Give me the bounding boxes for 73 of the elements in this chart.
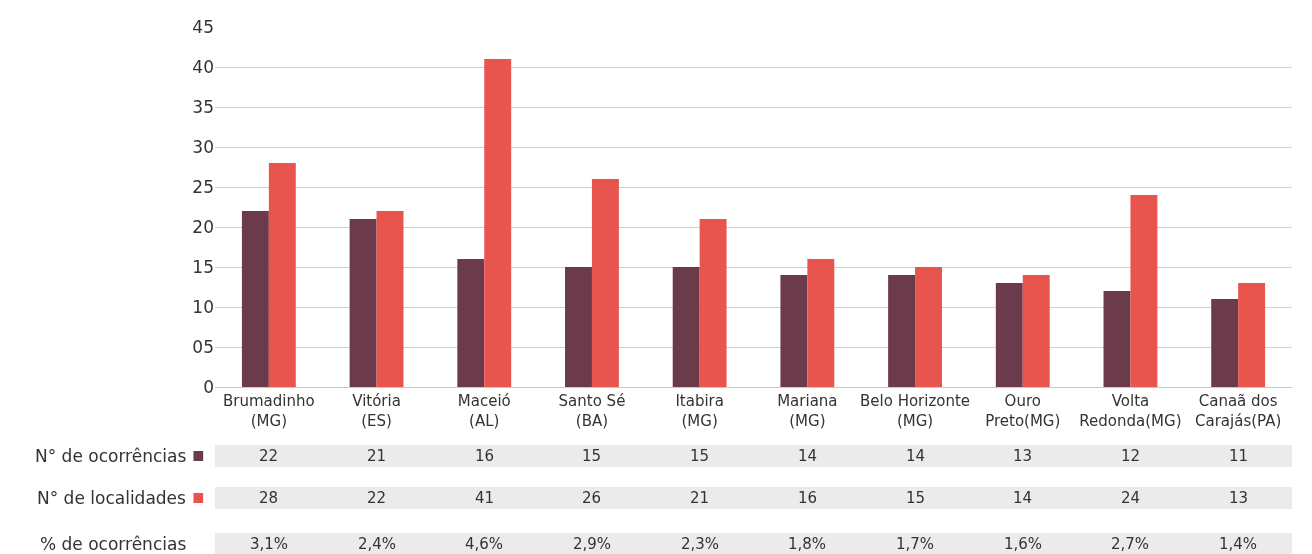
text: 2,3%: [681, 535, 720, 553]
x-tick-label: Itabira (MG): [675, 392, 724, 430]
data-label: 41: [475, 489, 495, 507]
text: 4,6%: [465, 535, 504, 553]
bar: [995, 283, 1023, 387]
data-label: 21: [690, 489, 710, 507]
bar: [565, 267, 592, 387]
data-label: 28: [259, 489, 279, 507]
x-tick-label: Ouro Preto(MG): [985, 392, 1061, 430]
data-label: 14: [798, 447, 818, 465]
x-tick-label: Canaã dos Carajás(PA): [1195, 392, 1282, 430]
data-label: 16: [798, 489, 818, 507]
y-tick-label: 0: [203, 376, 214, 397]
x-tick-label: Brumadinho (MG): [223, 392, 315, 430]
bar: [915, 267, 942, 387]
text: 1,8%: [788, 535, 827, 553]
bar: [1103, 291, 1131, 387]
y-tick-label: 35: [192, 96, 214, 117]
y-tick-label: 05: [192, 336, 214, 357]
data-label: 21: [367, 447, 387, 465]
data-label: 12: [1121, 447, 1141, 465]
data-label: 15: [906, 489, 926, 507]
bar: [699, 219, 727, 387]
legend-label: N° de localidades: [37, 488, 187, 508]
x-tick-label: Maceió (AL): [457, 392, 511, 430]
bar: [888, 275, 916, 387]
text: % de ocorrências: [40, 534, 187, 554]
text: 1,4%: [1219, 535, 1258, 553]
data-label: 26: [582, 489, 602, 507]
bar: [1211, 299, 1239, 387]
bar: [591, 179, 619, 387]
y-tick-label: 15: [192, 256, 214, 277]
bar: [672, 267, 700, 387]
data-label: 13: [1229, 489, 1249, 507]
bar: [1130, 195, 1158, 387]
data-label: 22: [259, 447, 279, 465]
bar: [376, 211, 404, 387]
data-label: 13: [1013, 447, 1033, 465]
data-label: 15: [690, 447, 710, 465]
y-tick-label: 40: [192, 56, 214, 77]
bar: [484, 59, 512, 387]
bar: [1238, 283, 1266, 387]
text: 1,7%: [896, 535, 935, 553]
bar: [268, 163, 296, 387]
text: 2,9%: [573, 535, 612, 553]
text: 2,7%: [1111, 535, 1150, 553]
x-tick-label: Vitória (ES): [352, 392, 401, 430]
y-tick-label: 45: [192, 16, 214, 37]
data-label: 14: [906, 447, 926, 465]
y-tick-label: 30: [192, 136, 214, 157]
x-tick-label: Mariana (MG): [777, 392, 838, 430]
bar: [780, 275, 808, 387]
y-tick-label: 10: [192, 296, 214, 317]
x-tick-label: Volta Redonda(MG): [1079, 392, 1182, 430]
data-label: 15: [582, 447, 602, 465]
bar: [457, 259, 485, 387]
bar: [241, 211, 269, 387]
bar: [349, 219, 377, 387]
legend-label: N° de ocorrências: [35, 446, 187, 466]
text: 3,1%: [250, 535, 289, 553]
data-label: 16: [475, 447, 495, 465]
y-tick-label: 20: [192, 216, 214, 237]
data-label: 14: [1013, 489, 1033, 507]
bar: [1022, 275, 1050, 387]
text: 2,4%: [358, 535, 397, 553]
x-tick-label: Santo Sé (BA): [558, 392, 626, 430]
data-label: 24: [1121, 489, 1141, 507]
data-label: 11: [1229, 447, 1249, 465]
text: 1,6%: [1004, 535, 1043, 553]
bar: [807, 259, 835, 387]
x-tick-label: Belo Horizonte (MG): [860, 392, 971, 430]
y-tick-label: 25: [192, 176, 214, 197]
data-label: 22: [367, 489, 387, 507]
